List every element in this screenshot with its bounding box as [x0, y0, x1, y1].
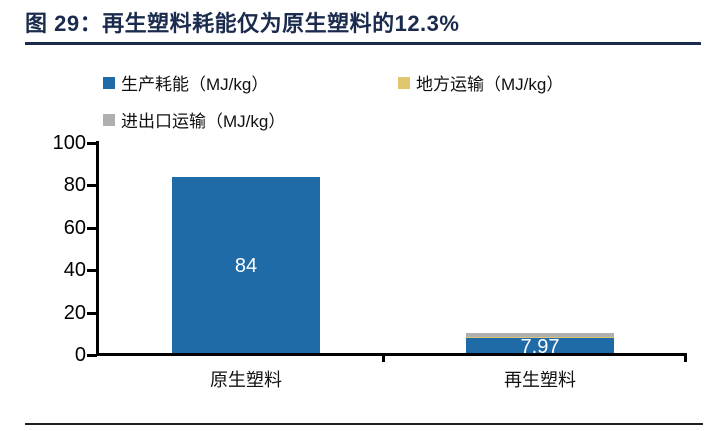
bar-segment-1-1 [466, 336, 614, 339]
x-axis-line [96, 353, 687, 356]
bar-value-label: 84 [234, 254, 258, 277]
legend-label-production: 生产耗能（MJ/kg） [121, 75, 269, 94]
y-axis-tick-label: 0 [74, 344, 86, 366]
figure-title: 图 29：再生塑料耗能仅为原生塑料的12.3% [25, 11, 460, 36]
legend-item-import-export-transport: 进出口运输（MJ/kg） [103, 107, 285, 132]
y-axis-tick-mark [87, 226, 97, 230]
bar-segment-1-2 [466, 333, 614, 337]
legend-label-local-transport: 地方运输（MJ/kg） [416, 75, 564, 94]
y-axis-tick-mark [87, 142, 97, 145]
y-axis-tick-label: 20 [63, 301, 86, 324]
y-axis-tick-label: 80 [63, 174, 86, 197]
x-axis-category-label: 原生塑料 [210, 370, 282, 390]
legend-swatch-import-export-icon [103, 113, 115, 126]
y-axis-tick-label: 100 [52, 132, 86, 154]
y-axis-line [96, 141, 99, 356]
y-axis-tick-label: 60 [63, 216, 86, 239]
x-axis-tick-middle [382, 353, 385, 362]
y-axis-tick-label: 40 [63, 259, 86, 282]
bar-segment-0-0 [172, 176, 320, 355]
legend-swatch-production-icon [103, 76, 115, 89]
legend-item-local-transport: 地方运输（MJ/kg） [398, 70, 563, 95]
bar-value-label: 7.97 [520, 335, 560, 358]
legend-swatch-local-transport-icon [398, 76, 410, 89]
y-axis-tick-mark [87, 311, 97, 315]
x-axis-category-label: 再生塑料 [504, 370, 576, 390]
bar-segment-1-0 [466, 338, 614, 355]
bottom-divider [25, 423, 703, 425]
y-axis-tick-mark [87, 184, 97, 188]
legend-item-production-energy: 生产耗能（MJ/kg） [103, 70, 268, 95]
y-axis-tick-mark [87, 269, 97, 273]
title-underline [25, 42, 701, 45]
legend-label-import-export: 进出口运输（MJ/kg） [121, 112, 286, 131]
x-axis-tick-right [684, 353, 687, 362]
y-axis-tick-mark [87, 354, 97, 357]
